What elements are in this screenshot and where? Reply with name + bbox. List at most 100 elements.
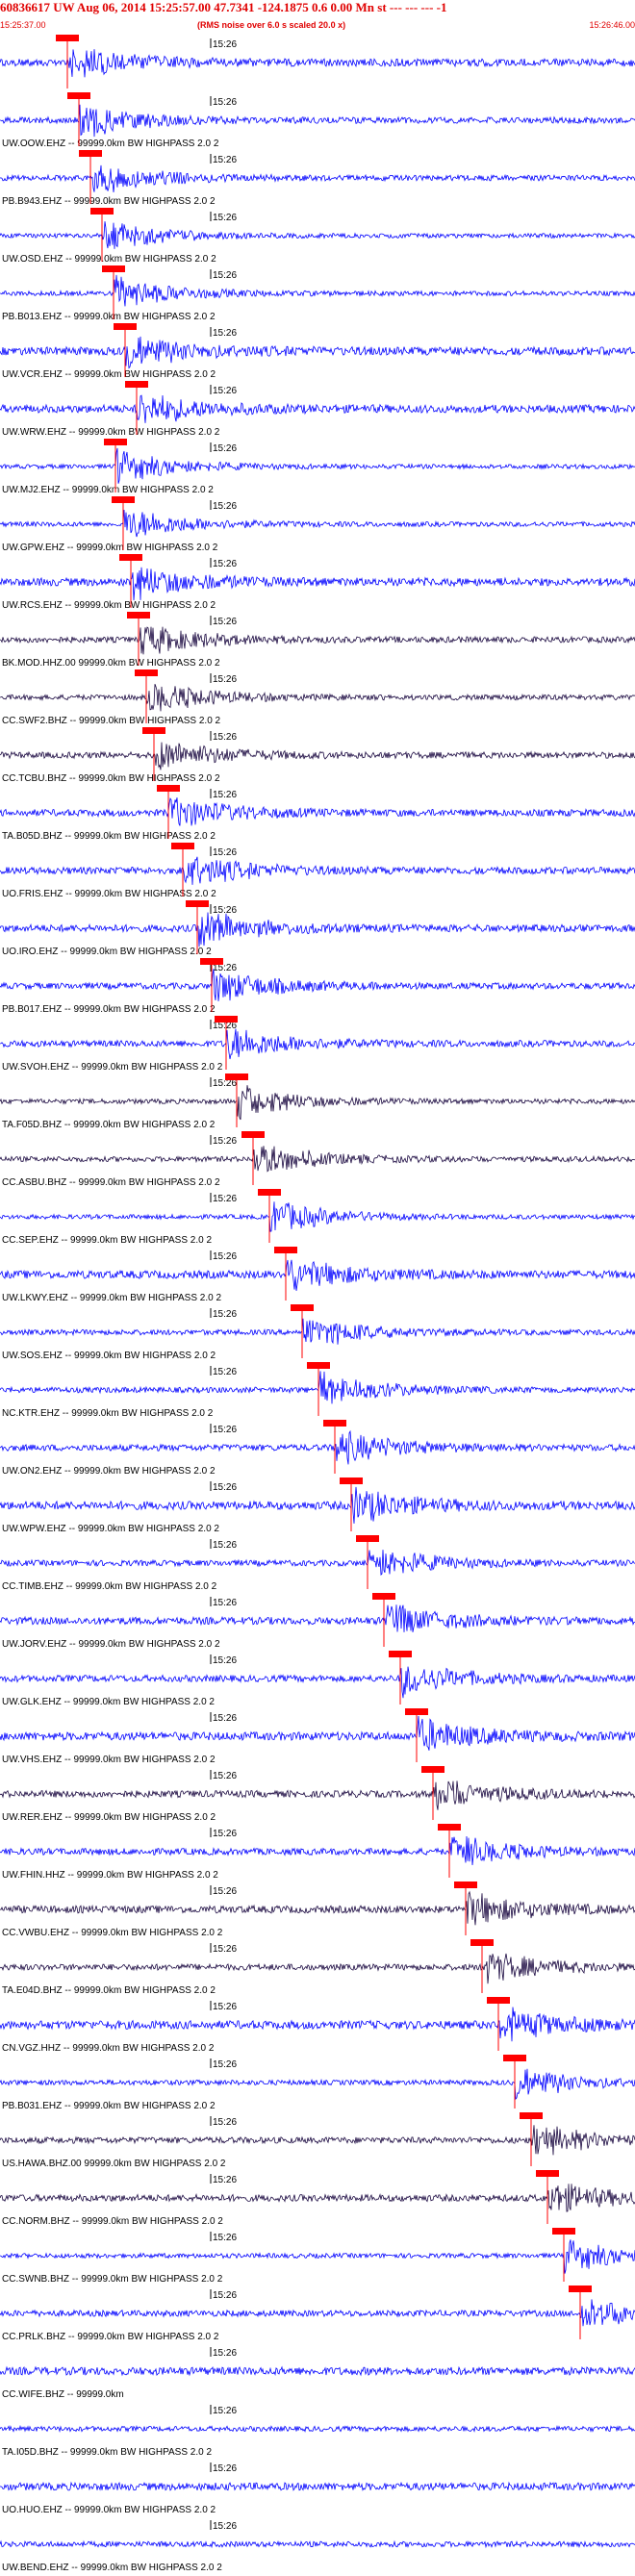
station-label: CC.NORM.BHZ -- 99999.0km BW HIGHPASS 2.0…	[2, 2216, 223, 2227]
trace-row: 15:26 CC.SWF2.BHZ -- 99999.0km BW HIGHPAS…	[0, 669, 635, 726]
station-label: PB.B031.EHZ -- 99999.0km BW HIGHPASS 2.0…	[2, 2101, 216, 2111]
time-tick-label: 15:26	[213, 732, 237, 743]
station-label: PB.B943.EHZ -- 99999.0km BW HIGHPASS 2.0…	[2, 196, 216, 207]
time-tick-label: 15:26	[213, 328, 237, 339]
waveform	[0, 2299, 635, 2327]
time-tick-label: 15:26	[213, 270, 237, 281]
waveform	[0, 1550, 635, 1577]
pick-flag	[454, 1881, 477, 1888]
pick-flag	[536, 2170, 559, 2177]
station-label: UW.MJ2.EHZ -- 99999.0km BW HIGHPASS 2.0 …	[2, 485, 214, 495]
waveform	[0, 856, 635, 885]
station-label: UW.SVOH.EHZ -- 99999.0km BW HIGHPASS 2.0…	[2, 1062, 223, 1073]
station-label: UW.RCS.EHZ -- 99999.0km BW HIGHPASS 2.0 …	[2, 600, 216, 611]
station-label: CC.WIFE.BHZ -- 99999.0km	[2, 2389, 124, 2400]
pick-flag	[291, 1304, 314, 1311]
station-label: UW.FHIN.HHZ -- 99999.0km BW HIGHPASS 2.0…	[2, 1870, 218, 1881]
trace-row: 15:26 CC.TIMB.EHZ -- 99999.0km BW HIGHPAS…	[0, 1535, 635, 1592]
pick-flag	[112, 496, 135, 503]
time-tick-label: 15:26	[213, 1655, 237, 1666]
time-tick-label: 15:26	[213, 1771, 237, 1781]
time-tick-label: 15:26	[213, 559, 237, 569]
waveform	[0, 1429, 635, 1465]
trace-row: 15:26	[0, 35, 635, 88]
station-label: TA.B05D.BHZ -- 99999.0km BW HIGHPASS 2.0…	[2, 831, 216, 842]
waveform	[0, 912, 635, 947]
trace-row: 15:26 UW.GPW.EHZ -- 99999.0km BW HIGHPASS…	[0, 496, 635, 553]
waveform	[0, 1486, 635, 1524]
time-tick-label: 15:26	[213, 2521, 237, 2532]
pick-flag	[356, 1535, 379, 1542]
end-time: 15:26:46.00	[589, 20, 635, 30]
waveform	[0, 2481, 635, 2491]
trace-row: 15:26 UW.GLK.EHZ -- 99999.0km BW HIGHPASS…	[0, 1651, 635, 1707]
trace-row: 15:26 NC.KTR.EHZ -- 99999.0km BW HIGHPASS…	[0, 1362, 635, 1419]
pick-flag	[56, 35, 79, 41]
trace-row: 15:26 UO.HUO.EHZ -- 99999.0km BW HIGHPASS…	[0, 2462, 635, 2515]
waveform	[0, 797, 635, 826]
station-label: CC.PRLK.BHZ -- 99999.0km BW HIGHPASS 2.0…	[2, 2332, 219, 2342]
time-tick-label: 15:26	[213, 1425, 237, 1435]
waveform	[0, 567, 635, 601]
waveform	[0, 164, 635, 192]
pick-flag	[142, 727, 165, 734]
pick-flag	[258, 1189, 281, 1196]
waveform	[0, 2125, 635, 2156]
pick-flag	[372, 1593, 395, 1600]
time-tick-label: 15:26	[213, 1251, 237, 1262]
trace-row: 15:26 TA.I05D.BHZ -- 99999.0km BW HIGHPAS…	[0, 2405, 635, 2458]
event-title: 60836617 UW Aug 06, 2014 15:25:57.00 47.…	[0, 0, 447, 14]
time-tick-label: 15:26	[213, 155, 237, 165]
pick-flag	[438, 1824, 461, 1831]
time-tick-label: 15:26	[213, 213, 237, 223]
pick-flag	[487, 1997, 510, 2004]
trace-row: 15:26 BK.MOD.HHZ.00 99999.0km BW HIGHPASS…	[0, 612, 635, 669]
station-label: UW.OSD.EHZ -- 99999.0km BW HIGHPASS 2.0 …	[2, 254, 216, 265]
station-label: CC.SEP.EHZ -- 99999.0km BW HIGHPASS 2.0 …	[2, 1235, 212, 1246]
time-tick-label: 15:26	[213, 1944, 237, 1955]
waveform	[0, 1835, 635, 1866]
pick-flag	[340, 1477, 363, 1484]
trace-row: 15:26 UW.OSD.EHZ -- 99999.0km BW HIGHPASS…	[0, 208, 635, 265]
trace-row: 15:26 UW.MJ2.EHZ -- 99999.0km BW HIGHPASS…	[0, 439, 635, 495]
waveform	[0, 1604, 635, 1632]
station-label: CC.TCBU.BHZ -- 99999.0km BW HIGHPASS 2.0…	[2, 773, 220, 784]
time-tick-label: 15:26	[213, 443, 237, 454]
time-tick-label: 15:26	[213, 905, 237, 916]
trace-row: 15:26 UW.RER.EHZ -- 99999.0km BW HIGHPASS…	[0, 1766, 635, 1823]
waveform	[0, 2424, 635, 2433]
time-tick-label: 15:26	[213, 1078, 237, 1089]
station-label: CC.SWF2.BHZ -- 99999.0km BW HIGHPASS 2.0…	[2, 716, 221, 726]
pick-flag	[119, 554, 142, 561]
waveform	[0, 2184, 635, 2212]
pick-flag	[104, 439, 127, 445]
time-tick-label: 15:26	[213, 617, 237, 627]
station-label: TA.I05D.BHZ -- 99999.0km BW HIGHPASS 2.0…	[2, 2447, 212, 2458]
station-label: US.HAWA.BHZ.00 99999.0km BW HIGHPASS 2.0…	[2, 2159, 226, 2169]
pick-flag	[569, 2286, 592, 2292]
waveform	[0, 221, 635, 249]
trace-row: 15:26 CC.ASBU.BHZ -- 99999.0km BW HIGHPAS…	[0, 1131, 635, 1188]
waveform	[0, 49, 635, 78]
trace-row: 15:26 CN.VGZ.HHZ -- 99999.0km BW HIGHPASS…	[0, 1997, 635, 2054]
station-label: UW.VHS.EHZ -- 99999.0km BW HIGHPASS 2.0 …	[2, 1755, 216, 1765]
station-label: CC.VWBU.EHZ -- 99999.0km BW HIGHPASS 2.0…	[2, 1928, 223, 1938]
waveform	[0, 1085, 635, 1121]
time-tick-label: 15:26	[213, 847, 237, 858]
pick-flag	[79, 150, 102, 157]
trace-row: 15:26 CC.TCBU.BHZ -- 99999.0km BW HIGHPAS…	[0, 727, 635, 784]
pick-flag	[470, 1939, 494, 1946]
time-tick-label: 15:26	[213, 1482, 237, 1493]
trace-row: 15:26 UW.WRW.EHZ -- 99999.0km BW HIGHPASS…	[0, 381, 635, 438]
station-label: CC.TIMB.EHZ -- 99999.0km BW HIGHPASS 2.0…	[2, 1581, 217, 1592]
trace-row: 15:26 US.HAWA.BHZ.00 99999.0km BW HIGHPAS…	[0, 2112, 635, 2169]
trace-row: 15:26 UW.OOW.EHZ -- 99999.0km BW HIGHPASS…	[0, 92, 635, 149]
pick-flag	[102, 265, 125, 272]
station-label: UW.WPW.EHZ -- 99999.0km BW HIGHPASS 2.0 …	[2, 1524, 219, 1534]
waveform	[0, 336, 635, 369]
pick-flag	[503, 2055, 526, 2061]
station-label: UO.FRIS.EHZ -- 99999.0km BW HIGHPASS 2.0…	[2, 889, 216, 899]
waveform	[0, 274, 635, 307]
rms-note: (RMS noise over 6.0 s scaled 20.0 x)	[197, 20, 346, 30]
station-label: UW.GPW.EHZ -- 99999.0km BW HIGHPASS 2.0 …	[2, 543, 218, 553]
